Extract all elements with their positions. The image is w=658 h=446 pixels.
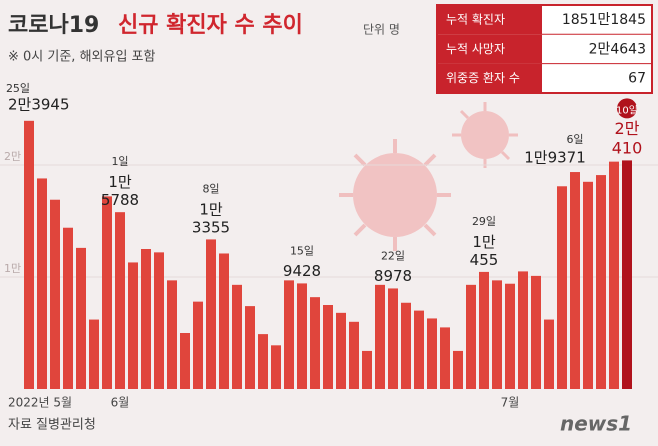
bar: [479, 271, 489, 389]
value-label: 2만 410: [612, 119, 643, 157]
value-label: 9428: [283, 262, 321, 280]
bar: [375, 284, 385, 389]
unit: 단위 명: [363, 23, 400, 37]
bar: [544, 319, 554, 389]
value-label: 1만9371: [524, 149, 586, 167]
value-label: 1만 5788: [101, 173, 139, 209]
bar: [583, 181, 593, 389]
virus: [452, 102, 518, 168]
chart-title: 신규 확진자 수 추이: [118, 13, 303, 38]
bar: [362, 350, 372, 389]
table-label: 누적 사망자: [446, 42, 505, 56]
day-label: 1일: [111, 154, 128, 168]
value-label: 1만 3355: [192, 200, 230, 236]
bar: [63, 227, 73, 389]
day-label: 15일: [290, 243, 314, 257]
bar: [50, 199, 60, 389]
day-label: 6일: [566, 132, 583, 146]
bar: [323, 305, 333, 389]
bar: [167, 280, 177, 389]
bar: [440, 327, 450, 389]
bar: [336, 312, 346, 389]
value-label: 2만3945: [8, 95, 70, 113]
logo: news1: [560, 412, 632, 436]
bar: [89, 319, 99, 389]
table-label: 위중증 환자 수: [446, 71, 520, 85]
y-tick-label: 2만: [4, 150, 21, 163]
virus-decoration: [339, 102, 518, 251]
virus: [339, 139, 451, 251]
bar: [453, 350, 463, 389]
bar: [245, 306, 255, 389]
y-tick-label: 1만: [4, 262, 21, 275]
bar: [622, 160, 632, 389]
bar: [466, 284, 476, 389]
bar: [570, 172, 580, 389]
day-badge: [617, 98, 637, 119]
bar: [427, 318, 437, 389]
source: 자료 질병관리청: [8, 418, 96, 433]
bar: [141, 249, 151, 389]
bar: [258, 334, 268, 389]
subtitle: ※ 0시 기준, 해외유입 포함: [8, 50, 156, 65]
bar: [76, 247, 86, 389]
bar: [284, 280, 294, 389]
bar: [232, 284, 242, 389]
table-value: 2만4643: [589, 41, 646, 57]
bar: [609, 161, 619, 389]
bar: [505, 283, 515, 389]
table-label-cell: [437, 34, 542, 64]
bar: [297, 283, 307, 389]
value-label: 8978: [374, 267, 412, 285]
bar: [271, 345, 281, 389]
bar: [115, 212, 125, 389]
summary-table: 누적 확진자 1851만1845 누적 사망자 2만4643 위중증 환자 수 67: [436, 4, 653, 94]
bar: [219, 253, 229, 389]
value-label: 1만 455: [470, 232, 499, 268]
bar: [388, 288, 398, 389]
bar: [128, 262, 138, 389]
bar: [37, 178, 47, 389]
x-tick-label: 2022년 5월: [8, 396, 72, 410]
bar: [531, 275, 541, 389]
bar: [557, 186, 567, 389]
table-label-cell: [437, 5, 542, 35]
bar: [401, 302, 411, 389]
bar: [180, 333, 190, 389]
title-prefix: 코로나19: [8, 13, 99, 38]
bar: [310, 297, 320, 389]
bar: [492, 280, 502, 389]
bar: [206, 239, 216, 389]
table-label: 누적 확진자: [446, 13, 505, 27]
bar: [414, 310, 424, 389]
day-label: 22일: [381, 248, 405, 262]
bar: [349, 321, 359, 389]
bar: [102, 196, 112, 389]
bar: [596, 175, 606, 389]
bar: [154, 252, 164, 389]
bar: [24, 120, 34, 389]
day-label: 25일: [6, 81, 30, 95]
day-label: 29일: [472, 214, 496, 228]
x-tick-label: 6월: [111, 396, 130, 410]
x-tick-label: 7월: [501, 396, 520, 410]
table-value: 67: [628, 71, 646, 87]
table-label-cell: [437, 63, 542, 93]
day-label: 10일: [616, 104, 638, 116]
day-label: 8일: [202, 181, 219, 195]
table-value: 1851만1845: [562, 12, 646, 28]
bar: [518, 271, 528, 389]
bar: [193, 301, 203, 389]
